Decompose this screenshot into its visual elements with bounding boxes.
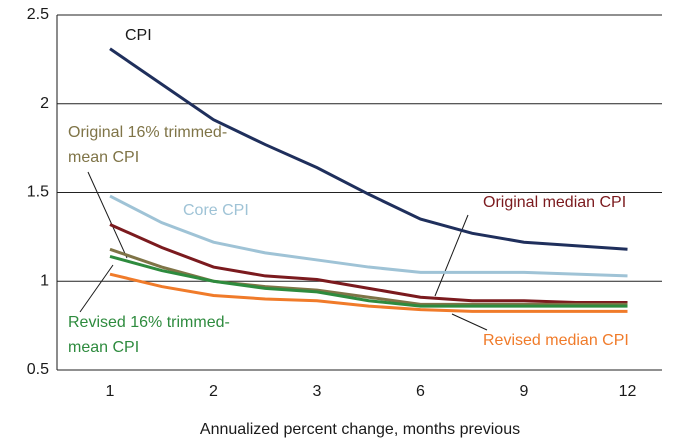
series-label: Original 16% trimmed-mean CPI: [68, 124, 228, 166]
series-label: Revised 16% trimmed-mean CPI: [68, 314, 230, 356]
y-tick-label: 2.5: [27, 6, 49, 23]
y-tick-label: 2: [40, 95, 49, 112]
y-tick-label: 1.5: [27, 184, 49, 201]
y-tick-label: 1: [40, 272, 49, 289]
y-tick-label: 0.5: [27, 361, 49, 378]
series-line: [109, 194, 628, 278]
x-tick-label: 6: [416, 383, 425, 400]
series-line: [109, 254, 628, 308]
series-label: CPI: [125, 27, 152, 44]
x-tick-label: 12: [619, 383, 637, 400]
series-line: [109, 47, 628, 251]
series-label: Core CPI: [183, 202, 249, 219]
x-tick-label: 9: [520, 383, 529, 400]
x-tick-label: 2: [209, 383, 218, 400]
series-line: [109, 223, 628, 305]
leader-line: [451, 313, 488, 331]
series-label: Original median CPI: [483, 194, 627, 211]
x-tick-label: 1: [106, 383, 115, 400]
series-label: Revised median CPI: [483, 332, 629, 349]
leader-line: [434, 214, 469, 297]
x-tick-label: 3: [313, 383, 322, 400]
leader-line: [87, 171, 128, 259]
series-line: [109, 272, 628, 313]
x-axis-label: Annualized percent change, months previo…: [200, 421, 520, 438]
leader-line: [79, 264, 114, 313]
